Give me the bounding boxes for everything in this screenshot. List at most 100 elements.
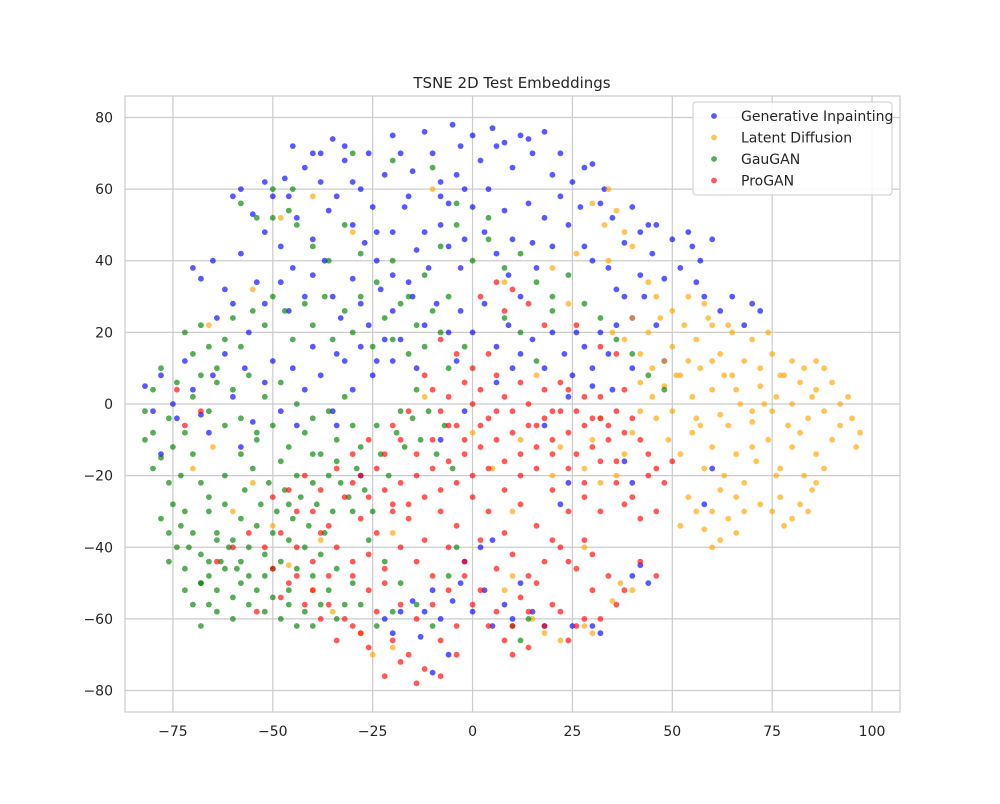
data-point [421, 229, 428, 236]
data-point [230, 508, 236, 515]
data-point [429, 669, 436, 676]
data-point [485, 623, 492, 629]
data-point [405, 279, 412, 286]
data-point [773, 393, 780, 400]
data-point [261, 544, 268, 551]
data-point [525, 401, 532, 407]
data-point [733, 386, 740, 393]
data-point [281, 308, 288, 314]
data-point [469, 429, 476, 436]
data-point [565, 386, 572, 393]
data-point [853, 444, 859, 450]
data-point [289, 515, 296, 522]
data-point [413, 601, 420, 608]
data-point [174, 379, 180, 386]
data-point [361, 487, 368, 493]
data-point [309, 415, 316, 422]
data-point [653, 465, 660, 472]
data-point [381, 565, 388, 572]
y-tick-label: −40 [83, 540, 113, 556]
data-point [589, 551, 596, 558]
data-point [198, 372, 204, 379]
data-point [174, 544, 180, 551]
data-point [525, 644, 532, 651]
data-point [813, 451, 819, 457]
data-point [557, 408, 564, 415]
data-point [461, 573, 468, 579]
data-point [637, 379, 644, 386]
data-point [501, 139, 508, 146]
series-1 [190, 186, 863, 658]
data-point [297, 494, 304, 500]
data-point [373, 422, 380, 429]
data-point [381, 673, 388, 680]
data-point [721, 472, 728, 479]
data-point [517, 293, 524, 300]
data-point [509, 164, 516, 171]
data-point [281, 175, 288, 182]
data-point [241, 487, 248, 493]
data-point [317, 372, 324, 379]
data-point [190, 530, 196, 536]
data-point [397, 436, 404, 443]
data-point [238, 558, 244, 565]
data-point [509, 616, 516, 622]
data-point [501, 308, 508, 314]
data-point [445, 422, 452, 429]
data-point [501, 207, 508, 214]
data-point [309, 322, 316, 329]
data-point [437, 329, 444, 336]
data-point [445, 365, 452, 372]
data-point [533, 372, 540, 379]
data-point [214, 587, 220, 594]
data-point [581, 544, 588, 551]
data-point [601, 222, 608, 228]
data-point [557, 193, 564, 200]
data-point [669, 408, 676, 415]
x-tick-label: −75 [158, 724, 188, 740]
data-point [241, 365, 248, 372]
data-point [293, 214, 300, 221]
data-point [325, 408, 332, 415]
data-point [222, 336, 228, 343]
data-point [781, 522, 787, 529]
data-point [805, 508, 811, 515]
data-point [769, 508, 776, 515]
data-point [253, 436, 260, 443]
data-point [621, 229, 628, 236]
data-point [701, 293, 708, 300]
data-point [701, 501, 708, 508]
data-point [158, 365, 164, 372]
data-point [265, 479, 272, 486]
data-point [581, 300, 588, 307]
data-point [381, 336, 388, 343]
data-point [321, 257, 328, 264]
data-point [517, 472, 524, 479]
data-point [277, 408, 284, 415]
data-point [725, 322, 732, 329]
data-point [813, 358, 819, 364]
data-point [565, 637, 572, 644]
data-point [409, 598, 416, 604]
data-point [517, 637, 524, 644]
data-point [801, 365, 807, 372]
data-point [477, 293, 484, 300]
data-point [349, 386, 356, 393]
data-point [613, 351, 620, 357]
data-point [357, 293, 364, 300]
data-point [749, 408, 756, 415]
data-point [469, 401, 476, 407]
data-point [285, 501, 292, 508]
data-point [533, 444, 540, 450]
data-point [637, 436, 644, 443]
data-point [525, 616, 532, 622]
data-point [629, 573, 636, 579]
data-point [613, 322, 620, 329]
data-point [485, 186, 492, 193]
legend: Generative Inpainting Latent Diffusion Gau… [692, 101, 893, 196]
data-point [621, 501, 628, 508]
data-point [190, 601, 196, 608]
data-point [709, 358, 716, 364]
y-tick-labels: −80 −60 −40 −20 0 20 40 60 80 [83, 110, 113, 699]
